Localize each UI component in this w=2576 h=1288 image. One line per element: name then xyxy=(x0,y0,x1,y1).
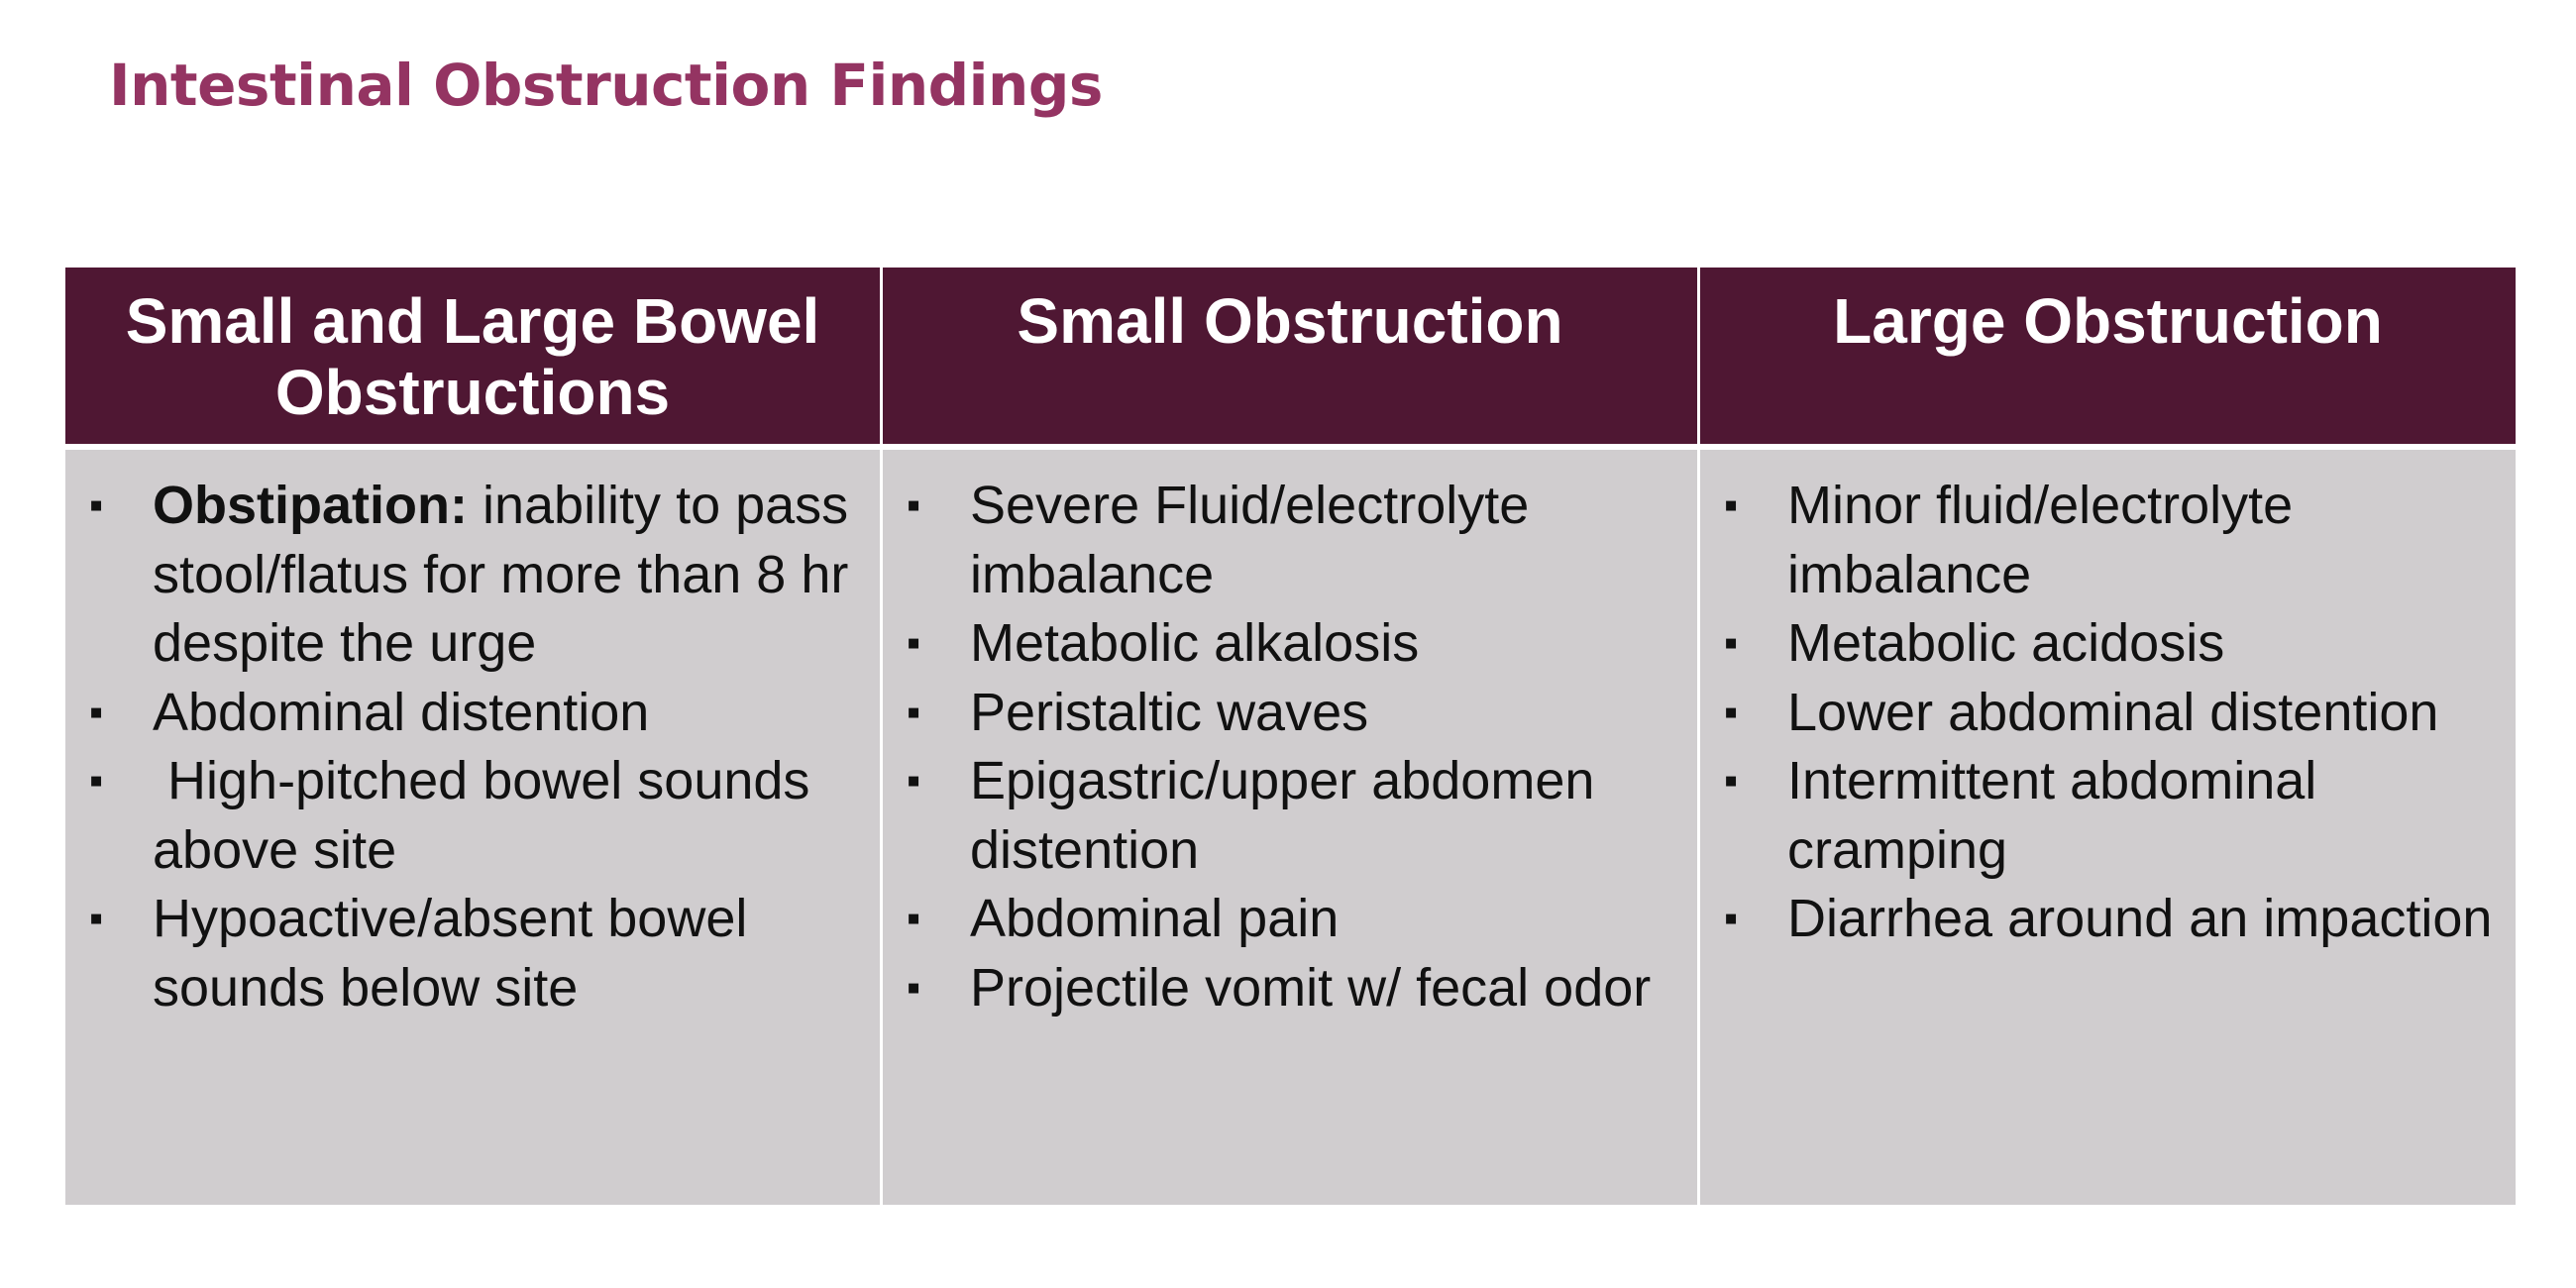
finding-text: Severe Fluid/electrolyte imbalance xyxy=(970,476,1545,604)
finding-item: ▪ Obstipation: inability to pass stool/fl… xyxy=(89,472,862,679)
finding-text: Diarrhea around an impaction xyxy=(1787,889,2493,948)
findings-list-large: ▪ Minor fluid/electrolyte imbalance ▪ Metab… xyxy=(1724,472,2498,954)
finding-item: ▪ Abdominal distention xyxy=(89,679,862,748)
finding-text: inability to pass stool/flatus for more … xyxy=(153,476,864,673)
finding-text: Lower abdominal distention xyxy=(1787,682,2439,742)
findings-list-both: ▪ Obstipation: inability to pass stool/fl… xyxy=(89,472,862,1022)
column-header-small: Small Obstruction xyxy=(883,268,1697,444)
finding-item: ▪ Hypoactive/absent bowel sounds below si… xyxy=(89,885,862,1022)
finding-text: Projectile vomit w/ fecal odor xyxy=(970,957,1652,1018)
findings-list-small: ▪ Severe Fluid/electrolyte imbalance ▪ Meta… xyxy=(907,472,1679,1022)
finding-item: ▪ Epigastric/upper abdomen distention xyxy=(907,747,1679,885)
finding-item: ▪ High-pitched bowel sounds above site xyxy=(89,747,862,885)
finding-item: ▪ Diarrhea around an impaction xyxy=(1724,885,2498,954)
finding-item: ▪ Peristaltic waves xyxy=(907,679,1679,748)
finding-item: ▪ Abdominal pain xyxy=(907,885,1679,954)
finding-text: Hypoactive/absent bowel sounds below sit… xyxy=(153,889,763,1018)
finding-item: ▪ Metabolic alkalosis xyxy=(907,609,1679,679)
finding-item: ▪ Lower abdominal distention xyxy=(1724,679,2498,748)
bullet-icon: ▪ xyxy=(907,965,921,1010)
column-body-both: ▪ Obstipation: inability to pass stool/fl… xyxy=(65,450,880,1205)
finding-term: Obstipation: xyxy=(153,476,468,535)
finding-item: ▪ Minor fluid/electrolyte imbalance xyxy=(1724,472,2498,609)
finding-text: High-pitched bowel sounds above site xyxy=(153,751,825,880)
bullet-icon: ▪ xyxy=(907,621,921,665)
bullet-icon: ▪ xyxy=(907,690,921,734)
finding-item: ▪ Intermittent abdominal cramping xyxy=(1724,747,2498,885)
finding-text: Abdominal distention xyxy=(153,682,650,742)
column-body-small: ▪ Severe Fluid/electrolyte imbalance ▪ Meta… xyxy=(883,450,1697,1205)
finding-text: Abdominal pain xyxy=(970,889,1340,948)
finding-text: Minor fluid/electrolyte imbalance xyxy=(1787,476,2308,604)
bullet-icon: ▪ xyxy=(1724,483,1739,527)
finding-item: ▪ Projectile vomit w/ fecal odor xyxy=(907,954,1679,1023)
bullet-icon: ▪ xyxy=(89,483,104,527)
bullet-icon: ▪ xyxy=(89,759,104,803)
column-body-large: ▪ Minor fluid/electrolyte imbalance ▪ Metab… xyxy=(1700,450,2516,1205)
bullet-icon: ▪ xyxy=(1724,690,1739,734)
column-header-large: Large Obstruction xyxy=(1700,268,2516,444)
finding-text: Epigastric/upper abdomen distention xyxy=(970,751,1610,880)
finding-item: ▪ Severe Fluid/electrolyte imbalance xyxy=(907,472,1679,609)
bullet-icon: ▪ xyxy=(907,897,921,940)
slide-title: Intestinal Obstruction Findings xyxy=(109,52,1103,119)
bullet-icon: ▪ xyxy=(1724,621,1739,665)
bullet-icon: ▪ xyxy=(89,690,104,734)
finding-text: Intermittent abdominal cramping xyxy=(1787,751,2332,880)
bullet-icon: ▪ xyxy=(1724,897,1739,940)
finding-text: Metabolic alkalosis xyxy=(970,613,1420,673)
bullet-icon: ▪ xyxy=(907,759,921,803)
bullet-icon: ▪ xyxy=(89,897,104,940)
column-header-both: Small and Large Bowel Obstructions xyxy=(65,268,880,444)
bullet-icon: ▪ xyxy=(1724,759,1739,803)
finding-text: Peristaltic waves xyxy=(970,682,1369,742)
bullet-icon: ▪ xyxy=(907,483,921,527)
findings-table: Small and Large Bowel Obstructions Small… xyxy=(65,268,2516,1205)
finding-item: ▪ Metabolic acidosis xyxy=(1724,609,2498,679)
finding-text: Metabolic acidosis xyxy=(1787,613,2225,673)
